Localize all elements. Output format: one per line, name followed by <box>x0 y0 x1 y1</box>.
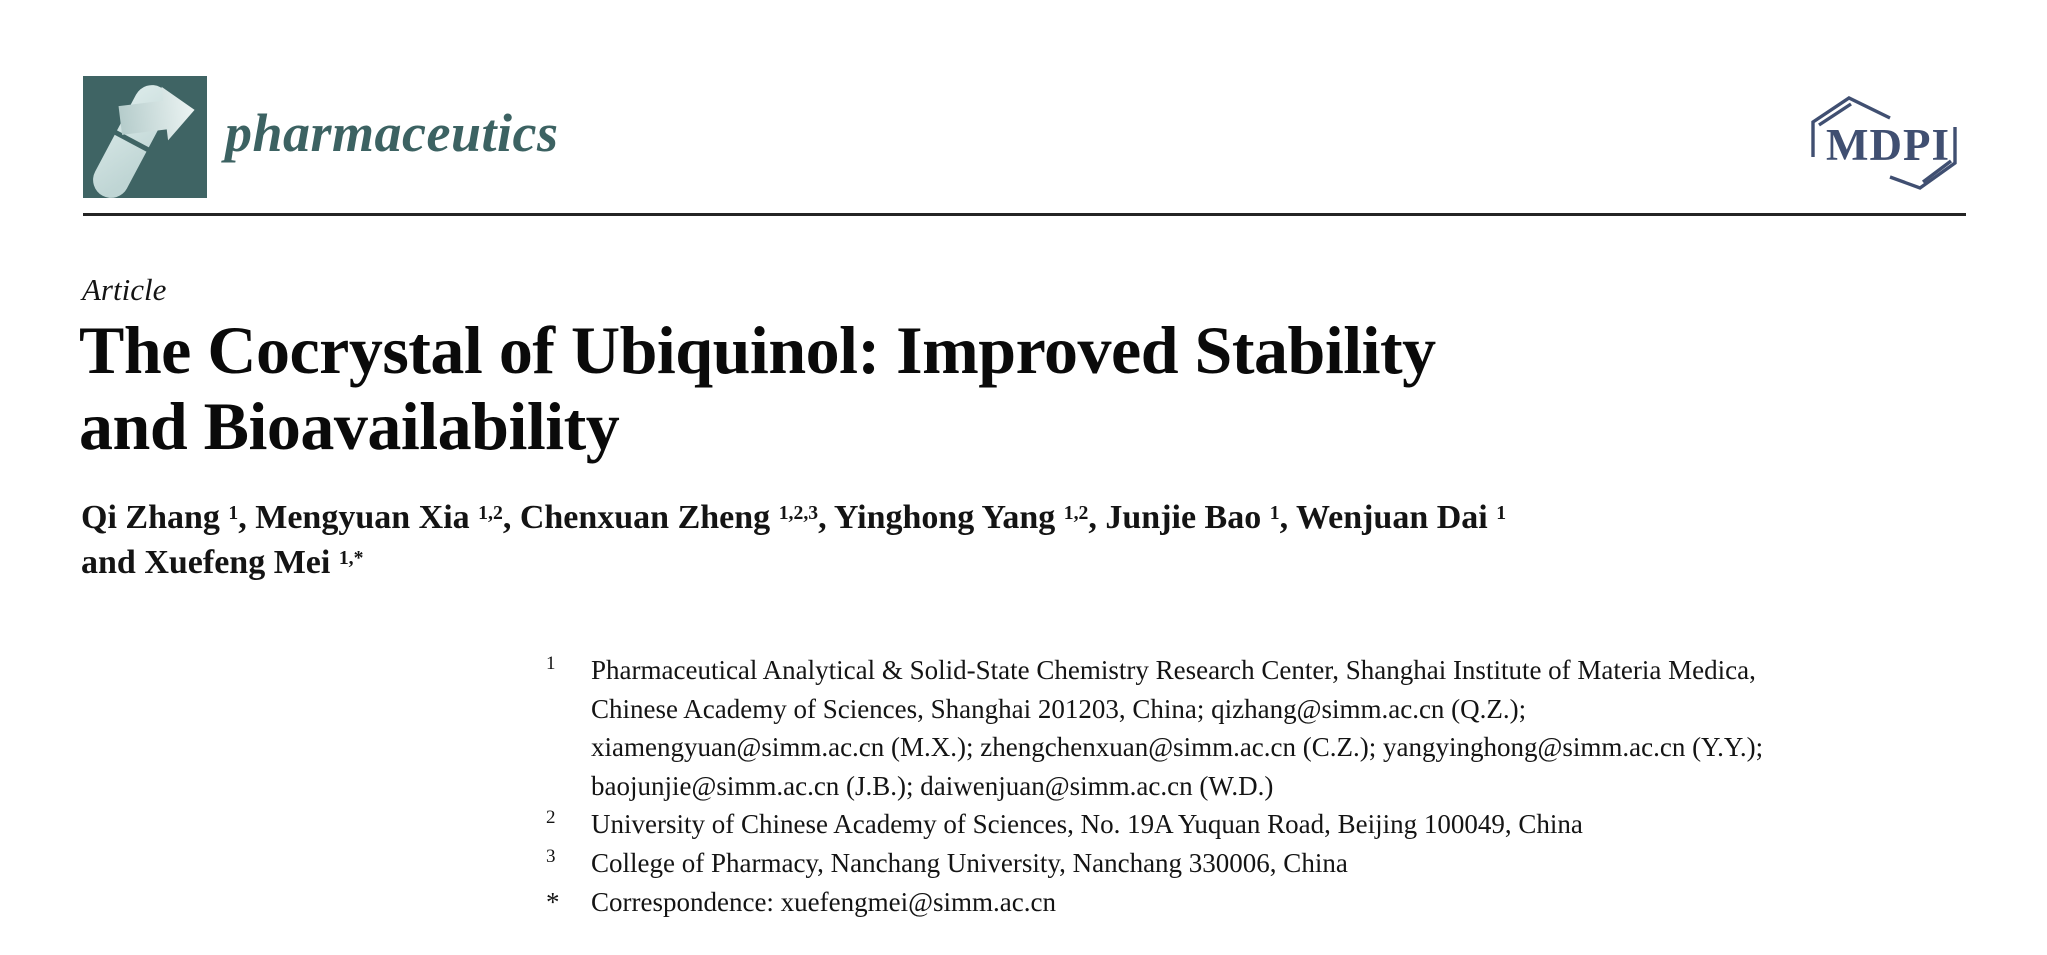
affiliation-item: 2 University of Chinese Academy of Scienc… <box>546 805 1976 844</box>
affiliation-item: 1 Pharmaceutical Analytical & Solid-State… <box>546 651 1976 805</box>
affiliation-text-line: xiamengyuan@simm.ac.cn (M.X.); zhengchen… <box>591 732 1764 763</box>
affiliation-item: 3 College of Pharmacy, Nanchang Universit… <box>546 844 1976 883</box>
affiliation-text-line: College of Pharmacy, Nanchang University… <box>591 847 1348 878</box>
author-affiliation-superscript: 1 <box>1496 502 1507 525</box>
author-affiliation-superscript: 1,* <box>338 547 364 570</box>
author-line: Qi Zhang 1, Mengyuan Xia 1,2, Chenxuan Z… <box>81 499 1507 536</box>
affiliation-marker: 2 <box>546 807 556 829</box>
affiliation-marker: * <box>546 886 560 917</box>
author-affiliation-superscript: 1 <box>1269 502 1280 525</box>
affiliation-text-line: Pharmaceutical Analytical & Solid-State … <box>591 655 1756 685</box>
author-affiliation-superscript: 1 <box>228 502 239 525</box>
article-type-label: Article <box>82 272 167 307</box>
mdpi-wordmark: MDPI <box>1826 120 1950 170</box>
author-affiliation-superscript: 1,2 <box>478 502 503 525</box>
affiliation-text-line: University of Chinese Academy of Science… <box>591 809 1583 840</box>
journal-name: pharmaceutics <box>225 103 559 163</box>
author-affiliation-superscript: 1,2,3 <box>778 502 819 525</box>
affiliations-block: 1 Pharmaceutical Analytical & Solid-State… <box>546 651 1976 921</box>
article-title-line2: and Bioavailability <box>79 388 620 464</box>
header-divider <box>83 213 1966 216</box>
affiliation-text: Pharmaceutical Analytical & Solid-State … <box>591 651 1976 805</box>
article-title-line1: The Cocrystal of Ubiquinol: Improved Sta… <box>79 312 1436 388</box>
affiliation-text: Correspondence: xuefengmei@simm.ac.cn <box>591 883 1976 922</box>
mdpi-logo[interactable]: MDPI <box>1795 83 1970 208</box>
affiliation-text: University of Chinese Academy of Science… <box>591 805 1976 844</box>
author-affiliation-superscript: 1,2 <box>1063 502 1089 525</box>
affiliation-marker: 3 <box>546 845 556 867</box>
affiliation-item: * Correspondence: xuefengmei@simm.ac.cn <box>546 883 1976 922</box>
author-list: Qi Zhang 1, Mengyuan Xia 1,2, Chenxuan Z… <box>81 495 1981 585</box>
author-line: and Xuefeng Mei 1,* <box>81 544 364 581</box>
affiliation-marker: 1 <box>546 653 556 674</box>
journal-brand[interactable]: pharmaceutics <box>83 76 559 198</box>
affiliation-text-line: baojunjie@simm.ac.cn (J.B.); daiwenjuan@… <box>591 770 1274 801</box>
article-title: The Cocrystal of Ubiquinol: Improved Sta… <box>79 312 1779 464</box>
affiliation-text-line: Correspondence: xuefengmei@simm.ac.cn <box>591 886 1056 917</box>
pharmaceutics-logo-icon <box>83 76 207 198</box>
affiliation-text: College of Pharmacy, Nanchang University… <box>591 844 1976 883</box>
affiliation-text-line: Chinese Academy of Sciences, Shanghai 20… <box>591 693 1527 724</box>
